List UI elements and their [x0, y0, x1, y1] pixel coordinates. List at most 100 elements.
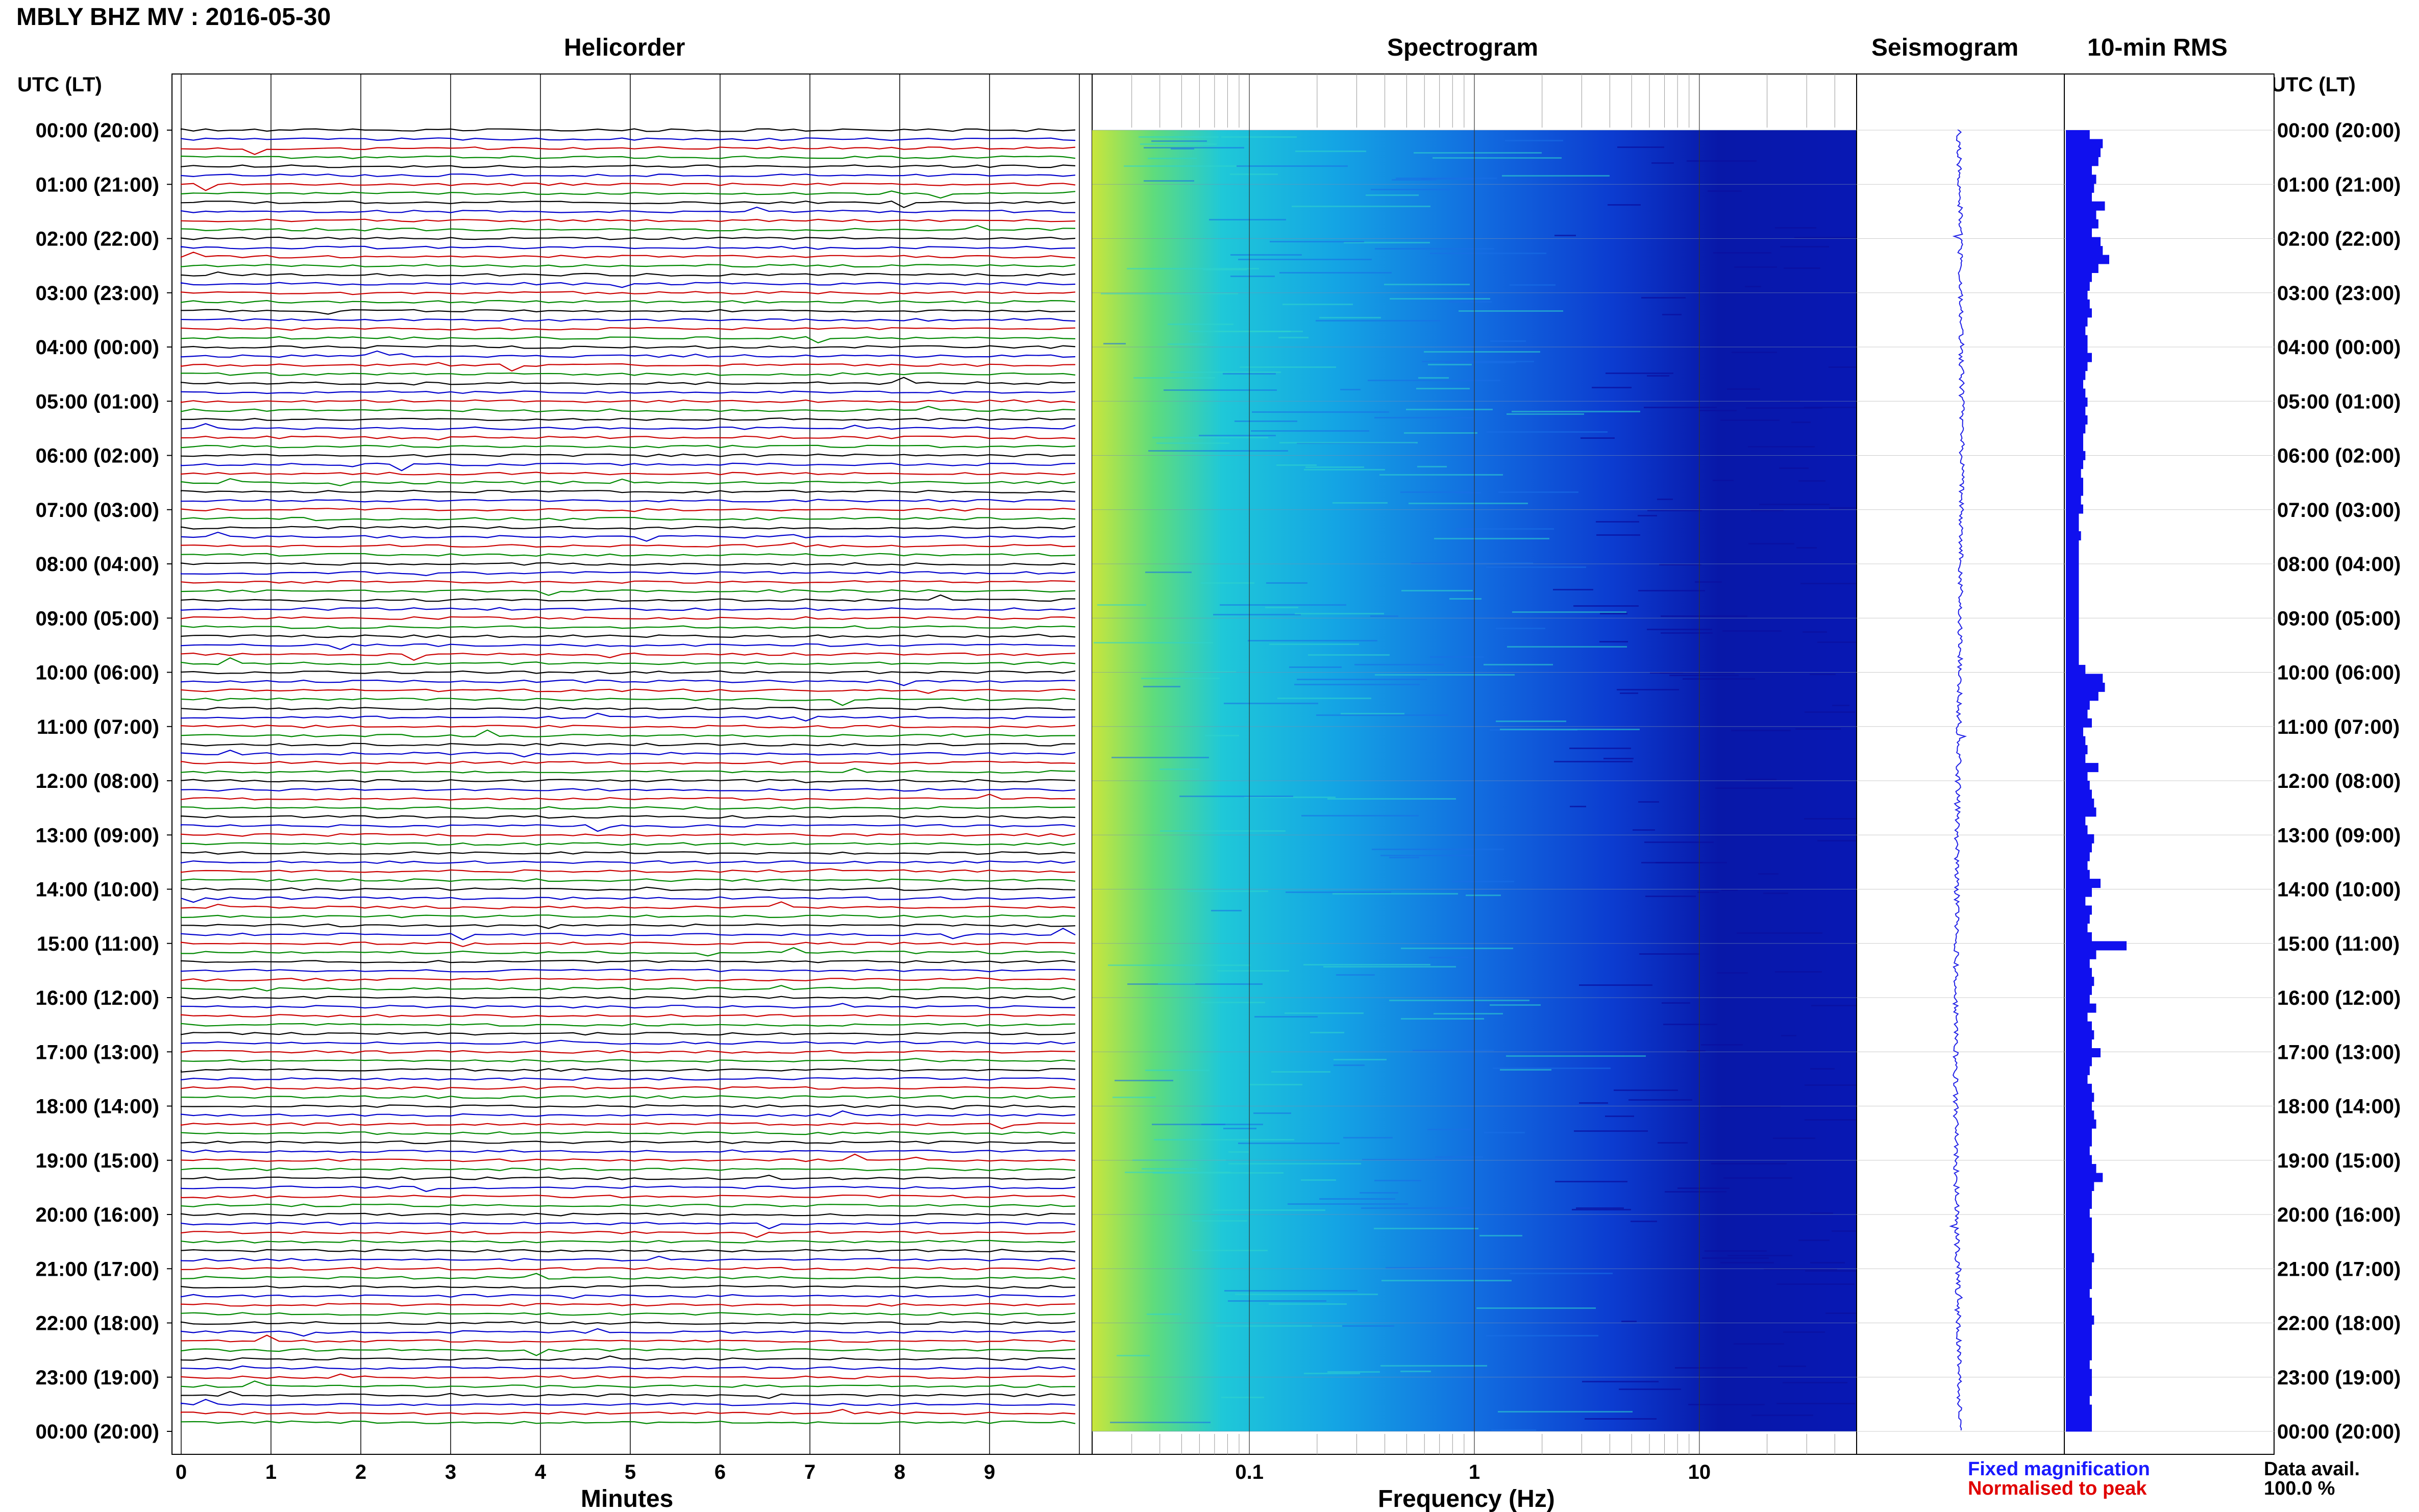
- spectrogram-band: [1734, 266, 1777, 268]
- spectrogram-band: [1697, 891, 1719, 893]
- spectrogram-band: [1205, 735, 1239, 736]
- spectrogram-band: [1600, 613, 1627, 614]
- spectrogram-band: [1717, 972, 1748, 974]
- right-time-label: 03:00 (23:00): [2277, 282, 2401, 305]
- spectrogram-band: [1619, 1389, 1681, 1390]
- right-time-label: 13:00 (09:00): [2277, 824, 2401, 847]
- spectrogram-band: [1486, 566, 1586, 568]
- spectrogram-band: [1763, 893, 1788, 894]
- spectrogram-band: [1699, 410, 1737, 411]
- right-time-label: 20:00 (16:00): [2277, 1204, 2401, 1226]
- rms-bar: [2066, 1137, 2092, 1147]
- spectrogram-band: [1811, 1005, 1894, 1006]
- rms-bar: [2066, 1146, 2090, 1156]
- helicorder-trace: [180, 182, 1076, 191]
- helicorder-trace: [180, 698, 1076, 706]
- helicorder-trace: [180, 1203, 1076, 1207]
- left-time-label: 21:00 (17:00): [36, 1258, 159, 1280]
- spectrogram-band: [1512, 611, 1626, 613]
- spectrogram-band: [1189, 331, 1291, 332]
- rms-bar: [2066, 1271, 2092, 1280]
- helicorder-trace: [180, 225, 1076, 232]
- helicorder-trace: [180, 860, 1076, 864]
- spectrogram-band: [1413, 1050, 1494, 1051]
- rms-bar: [2066, 1262, 2092, 1272]
- spectrogram-band: [1390, 298, 1490, 300]
- frequency-tick-label: 0.1: [1235, 1461, 1264, 1483]
- helicorder-trace: [181, 531, 1076, 542]
- spectrogram-band: [1764, 1269, 1837, 1270]
- left-time-label: 11:00 (07:00): [37, 716, 159, 738]
- helicorder-trace: [180, 453, 1075, 458]
- spectrogram-panel: [1092, 73, 1907, 1455]
- spectrogram-band: [1579, 984, 1652, 986]
- spectrogram-band: [1110, 1422, 1211, 1423]
- helicorder-trace: [180, 1312, 1076, 1316]
- rms-bar: [2066, 834, 2094, 844]
- spectrogram-band: [1582, 1381, 1659, 1382]
- rms-bar: [2066, 1048, 2101, 1057]
- left-time-label: 07:00 (03:00): [36, 499, 159, 522]
- spectrogram-band: [1617, 146, 1664, 148]
- rms-bar: [2066, 781, 2090, 790]
- spectrogram-band: [1721, 1106, 1781, 1107]
- left-time-label: 12:00 (08:00): [36, 770, 159, 792]
- helicorder-trace: [180, 1212, 1076, 1217]
- minutes-axis: 0 1 2 3 4 5 6 7 8 9: [176, 1461, 995, 1483]
- spectrogram-band: [1798, 1240, 1830, 1241]
- rms-bar: [2066, 1324, 2092, 1334]
- helicorder-trace: [180, 688, 1076, 694]
- helicorder-trace: [180, 478, 1076, 486]
- spectrogram-band: [1723, 1177, 1792, 1179]
- spectrogram-band: [1592, 387, 1632, 388]
- spectrogram-band: [1404, 432, 1477, 434]
- spectrogram-band: [1805, 1084, 1863, 1086]
- spectrogram-band: [1507, 413, 1584, 415]
- spectrogram-band: [1224, 1290, 1357, 1292]
- right-time-label: 04:00 (00:00): [2277, 336, 2401, 359]
- helicorder-trace: [180, 806, 1076, 810]
- rms-bar: [2066, 1333, 2092, 1343]
- helicorder-trace: [180, 1255, 1076, 1262]
- spectrogram-band: [1266, 582, 1307, 584]
- spectrogram-band: [1798, 480, 1825, 482]
- helicorder-trace: [180, 201, 1076, 208]
- helicorder-trace: [180, 679, 1076, 686]
- rms-bar: [2066, 789, 2092, 799]
- spectrogram-band: [1223, 1128, 1256, 1129]
- helicorder-trace: [180, 164, 1076, 168]
- spectrogram-band: [1422, 361, 1534, 362]
- rms-bar: [2066, 709, 2088, 719]
- spectrogram-band: [1292, 206, 1430, 207]
- spectrogram-band: [1773, 1137, 1815, 1139]
- helicorder-trace: [180, 996, 1076, 1000]
- spectrogram-band: [1238, 259, 1372, 260]
- rms-bar: [2066, 727, 2083, 737]
- spectrogram-band: [1142, 1168, 1197, 1170]
- spectrogram-band: [1661, 632, 1713, 634]
- helicorder-trace: [180, 499, 1076, 503]
- spectrogram-band: [1124, 165, 1248, 167]
- left-time-label: 01:00 (21:00): [36, 173, 159, 196]
- rms-bar: [2066, 1039, 2092, 1049]
- spectrogram-band: [1254, 1016, 1318, 1018]
- helicorder-trace: [180, 1391, 1076, 1399]
- spectrogram-band: [1332, 893, 1458, 895]
- spectrogram-band: [1817, 840, 1893, 841]
- helicorder-trace: [180, 760, 1076, 765]
- spectrogram-band: [1500, 1069, 1551, 1071]
- spectrogram-band: [1570, 806, 1586, 807]
- seismogram-panel: [1856, 73, 2065, 1455]
- helicorder-trace: [180, 1334, 1076, 1343]
- rms-bar: [2066, 647, 2079, 656]
- spectrogram-band: [1486, 1335, 1598, 1336]
- spectrogram-band: [1633, 829, 1655, 831]
- rms-bar: [2066, 1404, 2092, 1414]
- rms-panel-title: 10-min RMS: [2087, 34, 2228, 61]
- spectrogram-band: [1297, 679, 1427, 680]
- right-time-label: 09:00 (05:00): [2277, 607, 2401, 630]
- rms-bar: [2066, 1164, 2096, 1173]
- left-time-label: 05:00 (01:00): [36, 390, 159, 413]
- rms-bar: [2066, 1386, 2092, 1396]
- rms-bar: [2066, 175, 2096, 184]
